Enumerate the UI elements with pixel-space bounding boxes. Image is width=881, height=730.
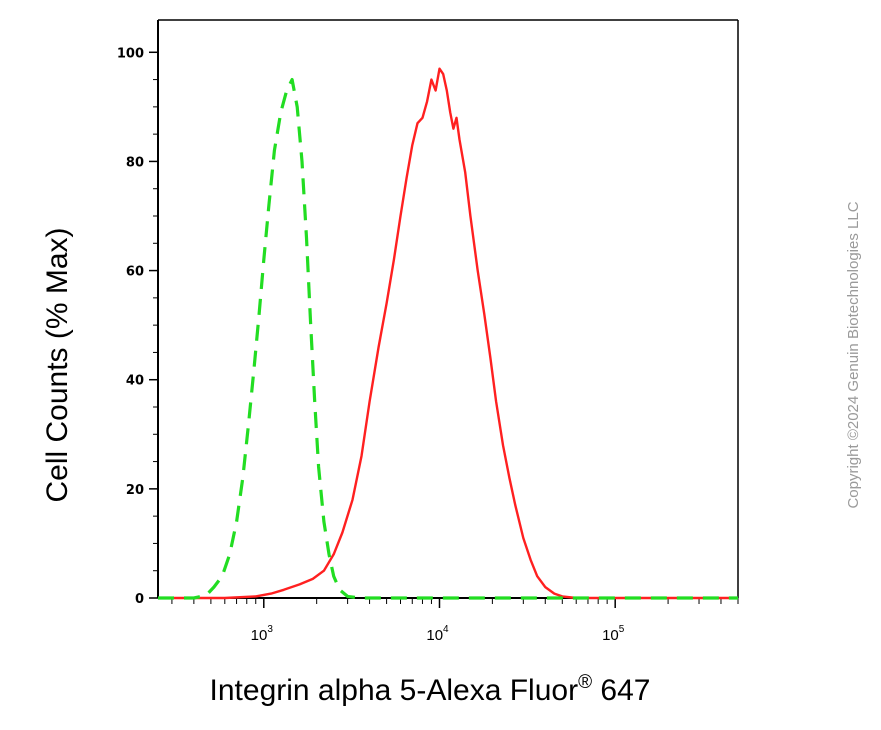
x-tick-exponent: 5 [619, 624, 625, 635]
y-tick-label: 100 [117, 46, 144, 61]
x-tick-exponent: 3 [267, 624, 273, 635]
series-layer [158, 67, 738, 600]
x-tick-label: 104 [426, 624, 449, 644]
x-axis-ticks: 103 104 105 [171, 598, 739, 644]
series-line-1 [158, 78, 738, 600]
x-tick-base: 10 [251, 627, 268, 644]
y-tick-label: 80 [126, 155, 144, 170]
series-line-0 [158, 67, 738, 600]
x-axis-label: Integrin alpha 5-Alexa Fluor® 647 [210, 672, 651, 707]
x-axis-label-superscript: ® [578, 672, 592, 693]
plot-frame [157, 19, 739, 599]
x-axis-label-main: Integrin alpha 5-Alexa Fluor [210, 674, 579, 707]
x-tick-exponent: 4 [443, 624, 449, 635]
y-tick-label: 40 [126, 374, 144, 389]
x-tick-label: 103 [251, 624, 274, 644]
y-tick-label: 0 [135, 592, 144, 607]
x-tick-base: 10 [426, 627, 443, 644]
y-tick-label: 60 [126, 265, 144, 280]
y-axis-ticks: 0 20 40 60 80 100 [117, 46, 158, 607]
y-axis-label: Cell Counts (% Max) [41, 227, 74, 502]
x-tick-base: 10 [602, 627, 619, 644]
x-axis-label-suffix: 647 [592, 674, 650, 707]
copyright-watermark: Copyright ©2024 Genuin Biotechnologies L… [845, 201, 862, 508]
y-tick-label: 20 [126, 483, 144, 498]
x-tick-label: 105 [602, 624, 625, 644]
